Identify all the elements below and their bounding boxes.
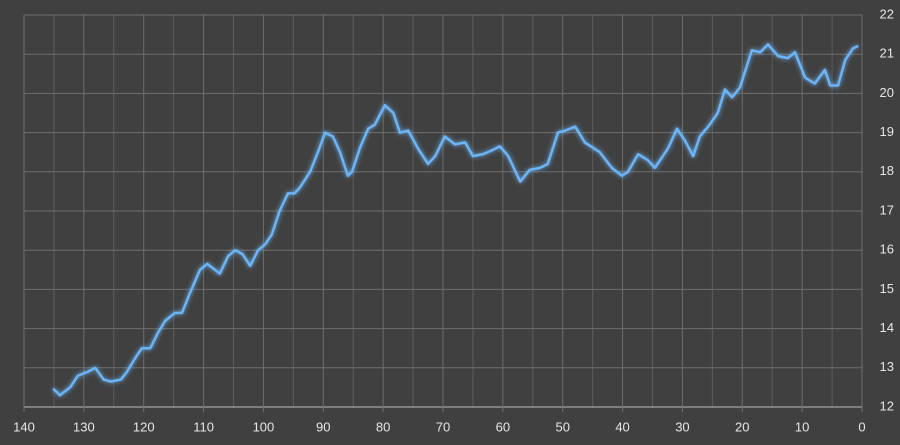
x-tick-label: 110: [193, 419, 214, 434]
y-tick-label: 22: [880, 6, 894, 21]
y-tick-label: 18: [880, 163, 894, 178]
x-tick-label: 120: [133, 419, 155, 434]
y-tick-label: 20: [880, 85, 894, 100]
x-tick-label: 40: [615, 419, 629, 434]
x-tick-label: 130: [73, 419, 95, 434]
x-tick-label: 10: [795, 419, 809, 434]
y-tick-label: 15: [880, 281, 894, 296]
x-tick-label: 140: [13, 419, 35, 434]
x-tick-label: 70: [436, 419, 450, 434]
y-tick-label: 14: [880, 320, 894, 335]
x-tick-label: 0: [858, 419, 865, 434]
x-tick-label: 20: [735, 419, 749, 434]
x-tick-label: 80: [376, 419, 390, 434]
y-tick-label: 13: [880, 359, 894, 374]
x-tick-label: 30: [675, 419, 689, 434]
x-tick-label: 100: [253, 419, 275, 434]
y-tick-label: 12: [880, 398, 894, 413]
y-tick-label: 21: [880, 46, 894, 61]
x-tick-label: 50: [555, 419, 569, 434]
y-tick-label: 19: [880, 124, 894, 139]
x-tick-label: 90: [316, 419, 330, 434]
y-tick-label: 16: [880, 242, 894, 257]
line: [52, 43, 859, 397]
y-tick-label: 17: [880, 202, 894, 217]
x-tick-label: 60: [496, 419, 510, 434]
